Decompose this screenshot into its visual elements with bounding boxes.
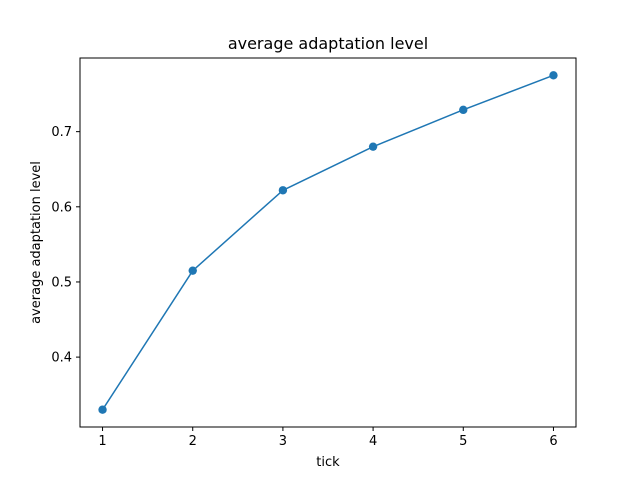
data-point-3 <box>278 186 288 195</box>
y-axis-label: average adaptation level <box>29 161 44 324</box>
plot-area <box>98 71 558 414</box>
x-axis: 1 2 3 4 5 6 <box>98 427 558 449</box>
y-tick-label: 0.4 <box>51 351 72 366</box>
x-tick-label: 5 <box>459 434 467 449</box>
plot-frame <box>79 57 577 428</box>
y-tick-label: 0.5 <box>51 275 72 290</box>
data-point-5 <box>459 105 468 115</box>
x-tick-label: 2 <box>189 434 197 449</box>
series-line <box>101 74 555 411</box>
data-point-2 <box>188 266 197 275</box>
chart-title: average adaptation level <box>228 34 428 53</box>
data-point-6 <box>549 71 558 80</box>
x-tick-label: 3 <box>279 434 287 449</box>
y-tick-label: 0.7 <box>51 125 72 140</box>
y-axis: 0.4 0.5 0.6 0.7 <box>51 125 80 366</box>
data-point-4 <box>368 142 378 151</box>
x-tick-label: 1 <box>98 434 106 449</box>
x-tick-label: 6 <box>549 434 557 449</box>
data-point-1 <box>98 405 107 414</box>
y-tick-label: 0.6 <box>51 200 72 215</box>
x-tick-label: 4 <box>369 434 377 449</box>
x-axis-label: tick <box>316 455 340 470</box>
